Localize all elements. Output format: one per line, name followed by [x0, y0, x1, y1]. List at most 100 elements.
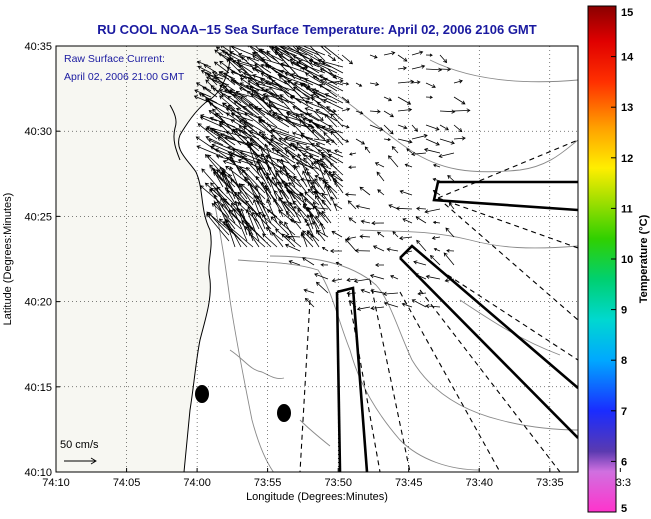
current-vector	[326, 149, 344, 158]
current-vector	[240, 96, 266, 116]
current-vector	[404, 163, 413, 168]
current-vector	[246, 56, 272, 74]
current-vector	[258, 211, 278, 230]
current-vector	[248, 143, 266, 176]
current-vector	[208, 102, 230, 116]
station-marker	[277, 404, 291, 422]
current-vector	[324, 113, 338, 128]
current-vector	[281, 179, 296, 200]
current-vector	[323, 170, 338, 182]
x-tick-label: 73:40	[465, 477, 493, 489]
current-vector	[268, 104, 302, 116]
scale-label: 50 cm/s	[60, 439, 99, 451]
y-axis-label: Latitude (Degrees:Minutes)	[2, 193, 14, 326]
current-vector	[279, 170, 302, 188]
current-vector	[226, 67, 248, 80]
current-vector	[232, 207, 248, 242]
current-vector	[439, 138, 455, 145]
current-vector	[453, 108, 471, 113]
current-vector	[327, 154, 344, 164]
colorbar-tick-label: 5	[621, 503, 627, 515]
current-vector	[432, 220, 441, 225]
current-vector	[259, 49, 284, 62]
current-vector	[341, 82, 350, 86]
radial-lines	[299, 139, 578, 472]
current-vector	[235, 90, 260, 110]
current-vector	[210, 187, 230, 206]
current-vector	[315, 281, 329, 294]
current-vector	[331, 173, 343, 182]
current-vector	[255, 212, 272, 230]
colorbar-tick-label: 9	[621, 305, 627, 317]
colorbar-tick-label: 13	[621, 102, 633, 114]
current-vector	[195, 136, 218, 152]
current-vector	[234, 200, 248, 236]
current-vector	[207, 139, 236, 152]
current-vector	[284, 221, 296, 242]
current-vector	[397, 96, 412, 105]
current-vector	[258, 166, 278, 188]
colorbar-tick-label: 15	[621, 7, 633, 19]
current-vector	[448, 202, 455, 210]
colorbar-tick-label: 6	[621, 456, 627, 468]
current-vector	[360, 288, 371, 294]
current-vector	[359, 186, 371, 196]
current-vector	[260, 57, 290, 68]
current-vector	[425, 274, 441, 280]
current-vector	[445, 227, 455, 238]
current-vector	[258, 131, 278, 152]
current-vector	[330, 113, 344, 128]
current-vector	[369, 82, 380, 87]
current-vector	[299, 124, 315, 129]
current-vector	[306, 214, 314, 230]
x-tick-label: 73:35	[536, 477, 564, 489]
current-vector	[341, 107, 351, 112]
current-vector	[371, 220, 385, 226]
current-vector	[254, 184, 266, 212]
current-vector	[302, 230, 314, 242]
current-vector	[294, 146, 320, 158]
current-vector	[332, 170, 344, 182]
current-vector	[285, 210, 302, 230]
current-vector	[223, 198, 242, 218]
grid-lines	[56, 46, 578, 472]
annotation-line-2: April 02, 2006 21:00 GMT	[64, 71, 185, 83]
current-vector	[246, 90, 272, 116]
current-vector	[297, 46, 326, 56]
current-vector	[319, 79, 344, 92]
current-vector	[253, 67, 290, 86]
current-vector	[411, 64, 426, 70]
current-vector	[360, 219, 371, 224]
current-vector	[271, 176, 284, 200]
current-vector	[319, 158, 329, 168]
current-vector	[196, 60, 212, 68]
current-vector	[356, 306, 371, 311]
current-vector	[433, 248, 441, 252]
current-vector	[205, 127, 224, 140]
current-vector	[199, 185, 224, 206]
current-vector	[369, 274, 385, 280]
current-vector	[355, 204, 371, 210]
current-vector	[319, 84, 338, 98]
current-vector	[314, 174, 329, 182]
current-vector	[238, 74, 272, 86]
current-vector	[341, 96, 350, 103]
current-vectors	[193, 46, 471, 311]
current-vector	[296, 47, 320, 62]
current-vector	[425, 138, 440, 146]
current-vector	[247, 206, 260, 230]
current-vector	[399, 189, 413, 196]
current-vector	[306, 171, 320, 188]
current-vector	[346, 236, 357, 241]
current-vector	[253, 194, 266, 218]
current-vector	[383, 96, 393, 102]
current-vector	[313, 205, 329, 211]
current-vector	[345, 238, 357, 252]
current-vector	[241, 155, 266, 182]
current-vector	[309, 213, 320, 230]
current-vector	[228, 173, 248, 200]
current-vector	[319, 46, 332, 56]
current-vector	[294, 165, 308, 188]
current-vector	[344, 192, 357, 197]
current-vector	[432, 163, 441, 168]
